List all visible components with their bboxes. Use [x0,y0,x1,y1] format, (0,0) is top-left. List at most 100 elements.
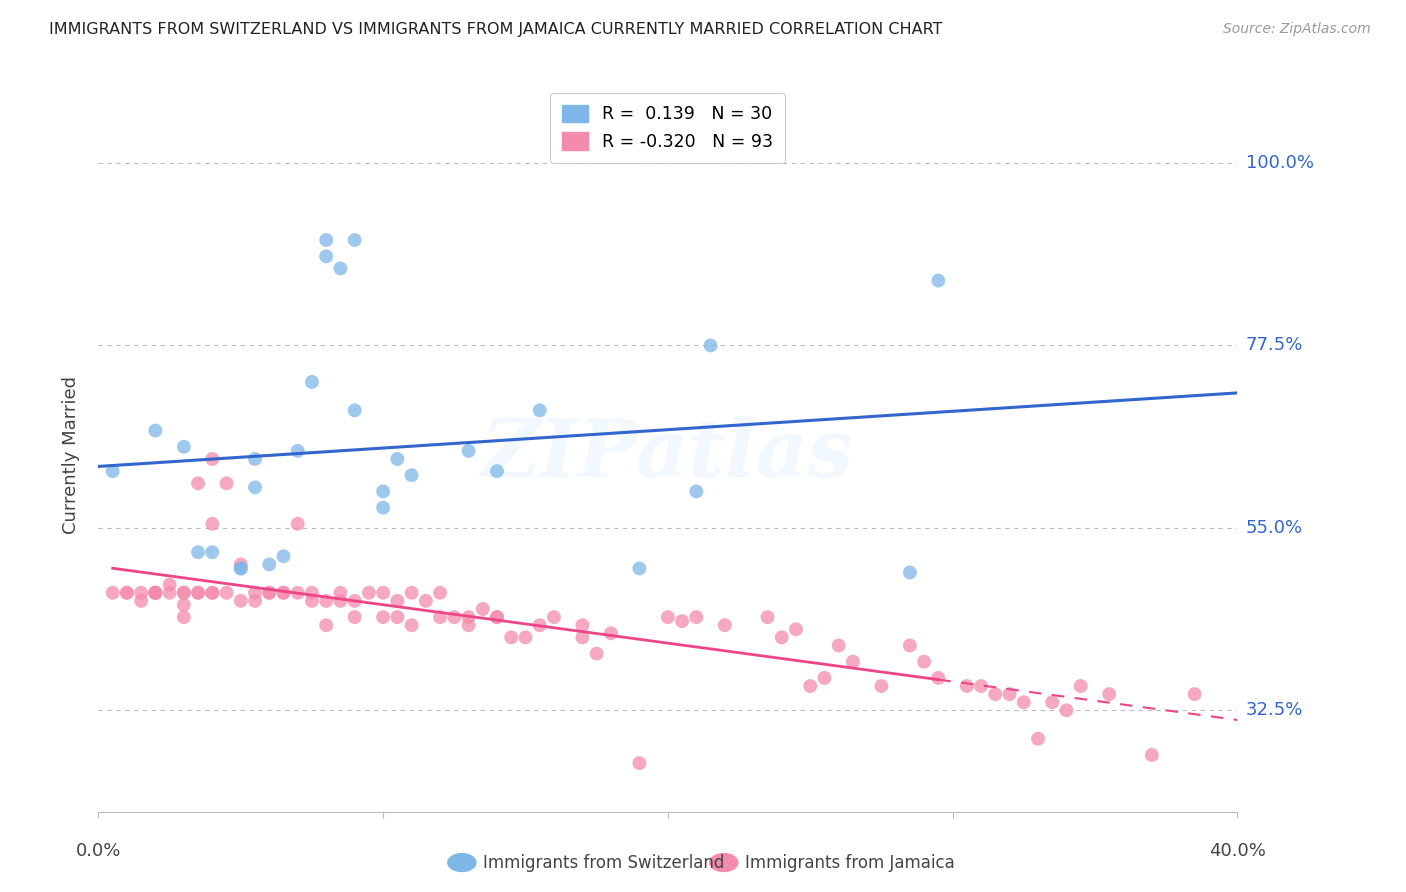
Point [401,586,423,600]
Point [273,586,295,600]
Point [628,561,651,575]
Legend: R =  0.139   N = 30, R = -0.320   N = 93: R = 0.139 N = 30, R = -0.320 N = 93 [550,93,786,163]
Point [145,586,167,600]
Point [201,586,224,600]
Text: IMMIGRANTS FROM SWITZERLAND VS IMMIGRANTS FROM JAMAICA CURRENTLY MARRIED CORRELA: IMMIGRANTS FROM SWITZERLAND VS IMMIGRANT… [49,22,942,37]
Point [657,610,679,624]
Point [387,610,409,624]
Point [101,464,124,478]
Point [373,500,395,515]
Text: 55.0%: 55.0% [1246,519,1303,537]
Point [201,516,224,531]
Point [927,274,949,288]
Text: 77.5%: 77.5% [1246,336,1303,354]
Text: 100.0%: 100.0% [1246,154,1313,172]
Point [486,610,509,624]
Point [529,618,551,632]
Point [145,586,167,600]
Point [315,618,337,632]
Point [343,610,366,624]
Point [215,476,238,491]
Point [898,639,921,653]
Point [115,586,138,600]
Point [387,594,409,608]
Point [685,484,707,499]
Point [173,610,195,624]
Point [187,476,209,491]
Point [515,631,537,645]
Text: 40.0%: 40.0% [1209,842,1265,860]
Point [571,618,593,632]
Point [501,631,523,645]
Point [273,586,295,600]
Point [373,484,395,499]
Text: Immigrants from Switzerland: Immigrants from Switzerland [484,854,724,871]
Point [457,610,479,624]
Y-axis label: Currently Married: Currently Married [62,376,80,534]
Point [201,586,224,600]
Point [173,586,195,600]
Point [243,480,266,494]
Point [714,618,737,632]
Point [600,626,623,640]
Point [343,594,366,608]
Point [671,614,693,628]
Point [301,586,323,600]
Point [912,655,935,669]
Text: 0.0%: 0.0% [76,842,121,860]
Point [343,403,366,417]
Point [984,687,1007,701]
Point [129,594,152,608]
Point [998,687,1021,701]
Text: Immigrants from Jamaica: Immigrants from Jamaica [745,854,955,871]
Point [301,375,323,389]
Point [401,468,423,483]
Point [243,586,266,600]
Point [243,452,266,467]
Point [387,452,409,467]
Point [315,233,337,247]
Point [259,558,281,572]
Point [756,610,779,624]
Point [785,622,807,636]
Point [229,561,252,575]
Text: 32.5%: 32.5% [1246,701,1303,719]
Point [159,577,181,591]
Point [315,249,337,263]
Point [529,403,551,417]
Point [101,586,124,600]
Point [173,440,195,454]
Point [373,586,395,600]
Point [145,586,167,600]
Point [173,586,195,600]
Point [329,594,352,608]
Point [543,610,565,624]
Point [628,756,651,770]
Point [813,671,835,685]
Point [870,679,893,693]
Point [699,338,721,352]
Point [799,679,821,693]
Point [201,452,224,467]
Point [259,586,281,600]
Text: Source: ZipAtlas.com: Source: ZipAtlas.com [1223,22,1371,37]
Point [259,586,281,600]
Point [373,610,395,624]
Point [273,549,295,564]
Point [970,679,993,693]
Point [401,618,423,632]
Point [173,598,195,612]
Point [415,594,437,608]
Point [229,558,252,572]
Point [828,639,851,653]
Point [343,233,366,247]
Point [770,631,793,645]
Point [927,671,949,685]
Point [1098,687,1121,701]
Point [329,261,352,276]
Point [956,679,979,693]
Point [159,586,181,600]
Point [357,586,380,600]
Point [301,594,323,608]
Point [287,443,309,458]
